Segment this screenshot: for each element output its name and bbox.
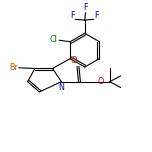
Text: O: O — [98, 77, 104, 86]
Text: O: O — [70, 56, 77, 65]
Text: Br: Br — [9, 63, 18, 72]
Text: F: F — [83, 3, 88, 12]
Text: F: F — [94, 11, 99, 20]
Text: F: F — [70, 11, 75, 20]
Text: N: N — [58, 83, 64, 92]
Text: Cl: Cl — [50, 35, 58, 44]
